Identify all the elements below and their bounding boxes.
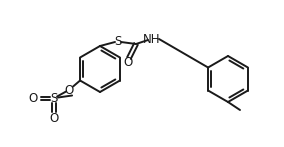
Text: NH: NH <box>143 32 161 46</box>
Text: O: O <box>28 92 38 105</box>
Text: O: O <box>64 84 74 97</box>
Text: S: S <box>50 92 58 105</box>
Text: O: O <box>123 56 133 69</box>
Text: S: S <box>114 35 122 47</box>
Text: O: O <box>49 112 59 125</box>
